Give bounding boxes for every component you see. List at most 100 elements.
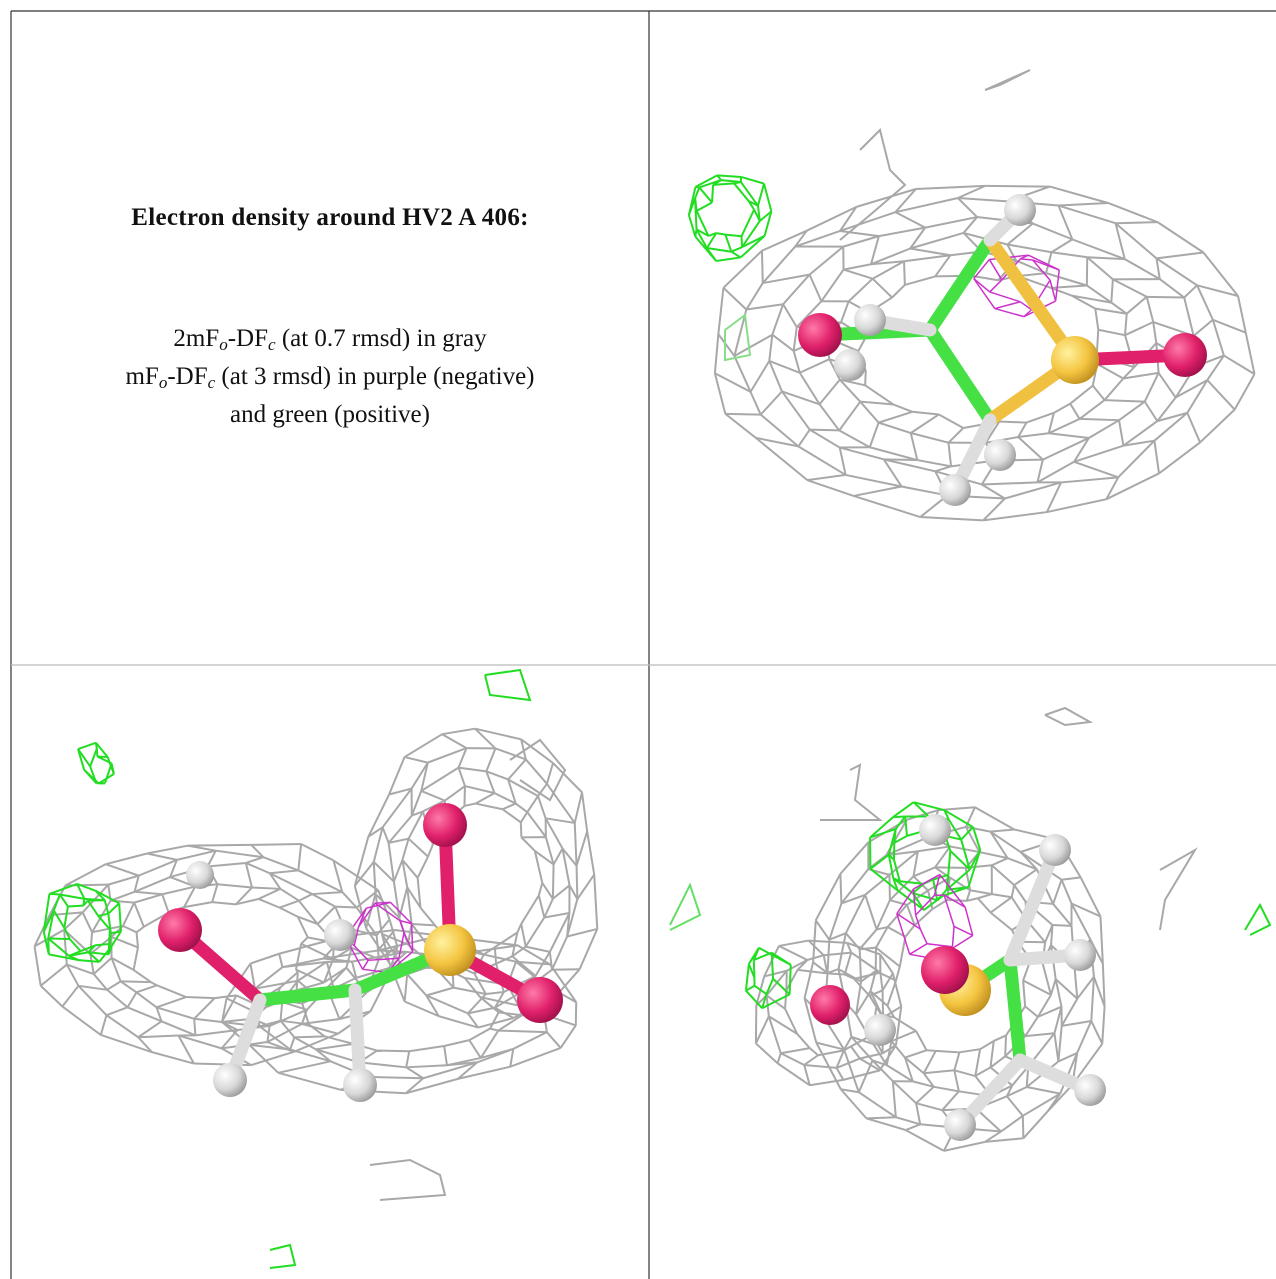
mesh-edge	[912, 412, 939, 415]
mesh-edge	[1203, 253, 1238, 296]
mesh-edge	[725, 414, 760, 415]
mesh-edge	[958, 198, 1008, 201]
mesh-edge	[278, 1073, 340, 1090]
atom	[864, 1014, 896, 1046]
mesh-edge	[1184, 285, 1197, 297]
mesh-edge	[916, 186, 985, 189]
mesh-edge	[1105, 378, 1124, 400]
mesh-fragment	[985, 70, 1030, 90]
mesh-edge	[883, 990, 884, 1017]
mesh-edge	[111, 892, 135, 901]
mesh-edge	[990, 280, 1002, 292]
mesh-edge	[454, 988, 486, 994]
mesh-edge	[982, 484, 1005, 498]
mesh-edge	[1091, 1021, 1102, 1044]
mesh-edge	[157, 985, 186, 997]
mesh-edge	[1070, 404, 1079, 419]
mesh-edge	[526, 918, 545, 947]
mesh-edge	[716, 233, 725, 235]
mesh-edge	[794, 351, 800, 373]
mesh-edge	[135, 892, 163, 894]
mesh-edge	[734, 335, 772, 356]
mesh-edge	[138, 1021, 161, 1037]
mesh-edge	[1184, 298, 1193, 336]
mesh-edge	[521, 822, 522, 837]
mesh-edge	[947, 900, 966, 901]
caption-line: and green (positive)	[12, 396, 648, 434]
mesh-edge	[829, 903, 841, 939]
mesh-edge	[783, 304, 797, 327]
mesh-edge	[934, 1087, 959, 1091]
mesh-edge	[844, 264, 871, 269]
mesh-edge	[259, 889, 281, 899]
mesh-edge	[1200, 410, 1235, 443]
mesh-edge	[904, 255, 950, 261]
mesh-edge	[299, 894, 312, 901]
mesh-edge	[1074, 462, 1118, 478]
mesh-edge	[1054, 404, 1070, 413]
mesh-edge	[194, 1019, 195, 1036]
caption-text: (at 3 rmsd) in purple (negative)	[215, 363, 534, 390]
mesh-edge	[990, 832, 1020, 852]
mesh-edge	[499, 1012, 522, 1015]
mesh-edge	[442, 734, 466, 748]
mesh-edge	[1105, 400, 1145, 402]
mesh-edge	[810, 430, 840, 448]
mesh-edge	[911, 414, 939, 433]
mesh-edge	[298, 870, 342, 892]
mesh-edge	[906, 1124, 920, 1130]
mesh-edge	[278, 1061, 330, 1073]
mesh-edge	[445, 786, 465, 801]
atom	[1064, 939, 1096, 971]
mesh-edge	[1052, 252, 1088, 257]
mesh-edge	[486, 992, 504, 994]
mesh-edge	[715, 334, 718, 373]
mesh-edge	[954, 1070, 959, 1091]
mesh-edge	[101, 1015, 107, 1035]
mesh-edge	[587, 831, 594, 874]
mesh-edge	[108, 903, 119, 913]
mesh-edge	[553, 864, 554, 898]
mesh-edge	[1046, 273, 1087, 285]
mesh-edge	[420, 908, 435, 926]
mesh-edge	[913, 867, 935, 876]
mesh-edge	[1058, 206, 1115, 224]
mesh-edge	[758, 184, 764, 206]
mesh-edge	[186, 997, 215, 998]
mesh-edge	[1238, 296, 1246, 333]
mesh-edge	[860, 929, 877, 949]
mesh-edge	[1108, 203, 1157, 222]
mesh-edge	[896, 1117, 920, 1124]
mesh-edge	[999, 421, 1026, 422]
mesh-edge	[359, 1062, 406, 1067]
mesh-edge	[575, 823, 577, 866]
mesh-edge	[162, 894, 168, 912]
mesh-edge	[486, 748, 495, 771]
mesh-edge	[1089, 420, 1119, 438]
mesh-edge	[1061, 477, 1118, 482]
mesh-fragment	[1160, 850, 1195, 930]
mesh-edge	[1147, 297, 1184, 298]
mesh-edge	[208, 863, 246, 867]
mesh-edge	[134, 947, 138, 969]
mesh-edge	[725, 235, 731, 252]
mesh-edge	[1062, 1021, 1092, 1026]
mesh-edge	[948, 443, 951, 467]
mesh-edge	[121, 981, 151, 982]
mesh-edge	[974, 279, 995, 309]
atom	[1051, 336, 1099, 384]
mesh-edge	[580, 929, 598, 969]
mesh-edge	[911, 433, 918, 460]
mesh-edge	[1160, 279, 1184, 297]
mesh-edge	[916, 1103, 942, 1110]
mesh-edge	[1246, 333, 1255, 374]
mesh-edge	[137, 932, 138, 947]
mesh-edge	[516, 804, 528, 813]
mesh-edge	[794, 327, 797, 351]
mesh-edge	[721, 180, 741, 182]
mesh-edge	[1046, 252, 1051, 273]
mesh-edge	[406, 1051, 409, 1067]
mesh-edge	[78, 986, 106, 1015]
atom	[423, 803, 467, 847]
atom	[919, 814, 951, 846]
